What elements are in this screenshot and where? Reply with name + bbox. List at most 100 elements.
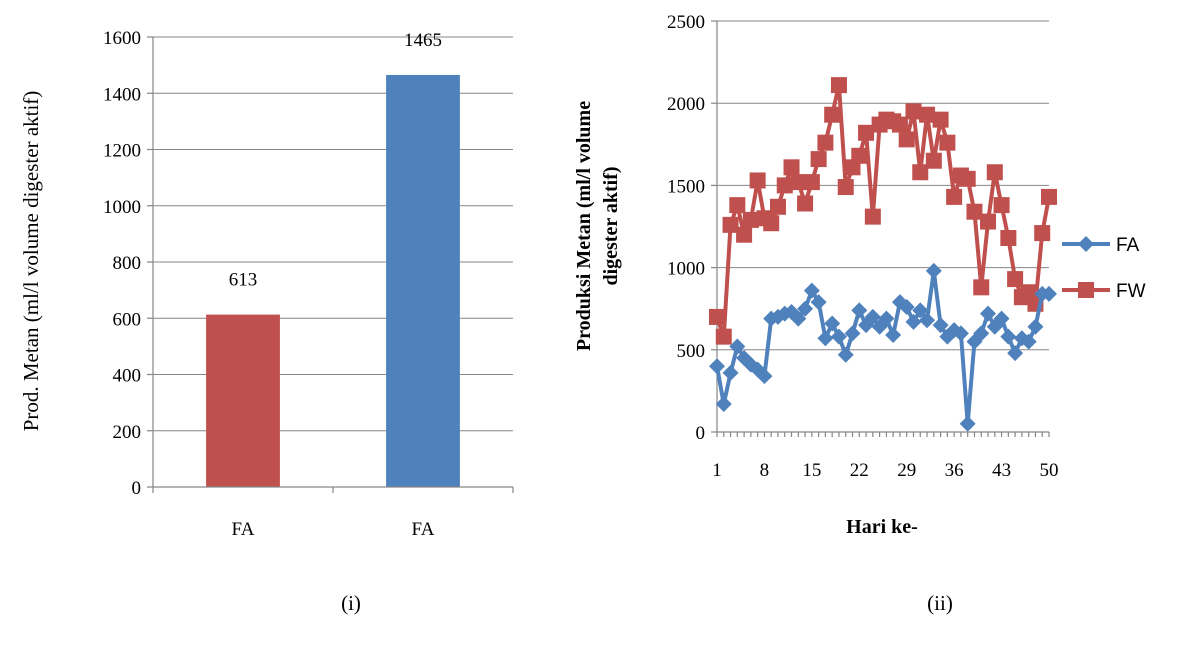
point-FA (830, 328, 847, 345)
point-FA (729, 338, 746, 355)
point-FW (980, 213, 997, 230)
line-ytick-label: 1500 (667, 176, 705, 197)
line-ytick-label: 2500 (667, 12, 705, 33)
point-FW (736, 226, 753, 243)
caption-right: (ii) (927, 591, 953, 615)
line-chart: 0 500 1000 1500 2000 2500 1 8 15 22 29 36 43 50 Produ… (573, 12, 1146, 538)
point-FW (993, 197, 1010, 214)
bar-ytick-label: 0 (132, 478, 142, 499)
point-FW (858, 124, 875, 141)
line-xtick-label: 8 (760, 460, 770, 481)
line-xtick-label: 50 (1040, 460, 1059, 481)
point-FW (817, 134, 834, 151)
point-FW (763, 215, 780, 232)
point-FA (885, 327, 902, 344)
line-ytick-label: 0 (696, 423, 706, 444)
line-xtick-label: 29 (897, 460, 916, 481)
line-xtick-label: 15 (802, 460, 821, 481)
point-FW (797, 195, 814, 212)
point-FW (790, 174, 807, 191)
point-FW (1007, 271, 1024, 288)
point-FA (993, 310, 1010, 327)
line-ytick-label: 2000 (667, 94, 705, 115)
bar-2 (386, 74, 460, 487)
point-FW (959, 170, 976, 187)
point-FA (817, 330, 834, 347)
point-FA (959, 415, 976, 432)
bar-data-label: 1465 (404, 30, 442, 51)
line-xtick-label: 43 (992, 460, 1011, 481)
bar-1 (206, 314, 280, 487)
point-FW (709, 308, 725, 325)
point-FW (1041, 188, 1057, 205)
point-FW (939, 134, 956, 151)
point-FA (810, 294, 827, 311)
point-FA (1041, 285, 1057, 302)
point-FA (980, 305, 997, 322)
bar-ytick-label: 200 (113, 422, 142, 443)
point-FA (803, 282, 820, 299)
point-FW (891, 116, 908, 133)
point-FW (837, 179, 854, 196)
bar-ytick-label: 1000 (103, 197, 141, 218)
point-FA (797, 300, 814, 317)
point-FW (749, 172, 766, 189)
point-FA (837, 346, 854, 363)
series-FW (709, 77, 1057, 345)
point-FA (932, 317, 949, 334)
point-FA (1027, 318, 1044, 335)
point-FW (925, 152, 942, 169)
line-chart-ylabel: Produksi Metan (ml/l volume digester akti… (573, 101, 622, 351)
point-FA (1007, 345, 1024, 362)
point-FW (776, 177, 793, 194)
point-FA (851, 302, 868, 319)
point-FW (932, 111, 949, 128)
line-chart-legend: FA FW (1062, 235, 1146, 302)
legend-marker-FA (1078, 236, 1094, 252)
point-FA (1020, 333, 1037, 350)
point-FA (824, 315, 841, 332)
point-FW (783, 159, 800, 176)
line-xtick-label: 22 (850, 460, 869, 481)
bar-data-label: 613 (229, 270, 258, 291)
line-chart-xlabel: Hari ke- (846, 516, 918, 538)
point-FW (803, 174, 820, 191)
point-FW (905, 103, 922, 120)
point-FW (966, 203, 983, 220)
series-line-FA (715, 268, 1049, 426)
point-FA (973, 325, 990, 342)
point-FW (919, 106, 936, 123)
point-FA (905, 313, 922, 330)
point-FW (769, 198, 786, 215)
line-ytick-label: 500 (677, 341, 706, 362)
bar-ytick-label: 1400 (103, 84, 141, 105)
point-FA (1000, 328, 1017, 345)
point-FW (830, 77, 847, 94)
bar-category-label: FA (232, 519, 255, 540)
point-FA (790, 310, 807, 327)
series-FA (709, 262, 1057, 432)
point-FA (898, 299, 915, 316)
point-FA (952, 325, 969, 342)
bar-ytick-label: 1200 (103, 141, 141, 162)
point-FW (946, 188, 963, 205)
point-FW (715, 328, 732, 345)
point-FW (851, 147, 868, 164)
bar-ytick-label: 400 (113, 366, 142, 387)
bar-ytick-label: 800 (113, 253, 142, 274)
point-FW (810, 151, 827, 168)
point-FW (912, 164, 929, 181)
line-xtick-label: 36 (945, 460, 964, 481)
point-FA (912, 302, 929, 319)
point-FW (742, 211, 759, 228)
point-FA (756, 368, 773, 385)
point-FW (824, 106, 841, 123)
point-FW (729, 197, 746, 214)
point-FW (1000, 230, 1017, 247)
point-FW (973, 279, 990, 296)
line-xtick-label: 1 (712, 460, 722, 481)
point-FW (898, 131, 915, 148)
point-FA (844, 325, 861, 342)
point-FA (878, 310, 895, 327)
